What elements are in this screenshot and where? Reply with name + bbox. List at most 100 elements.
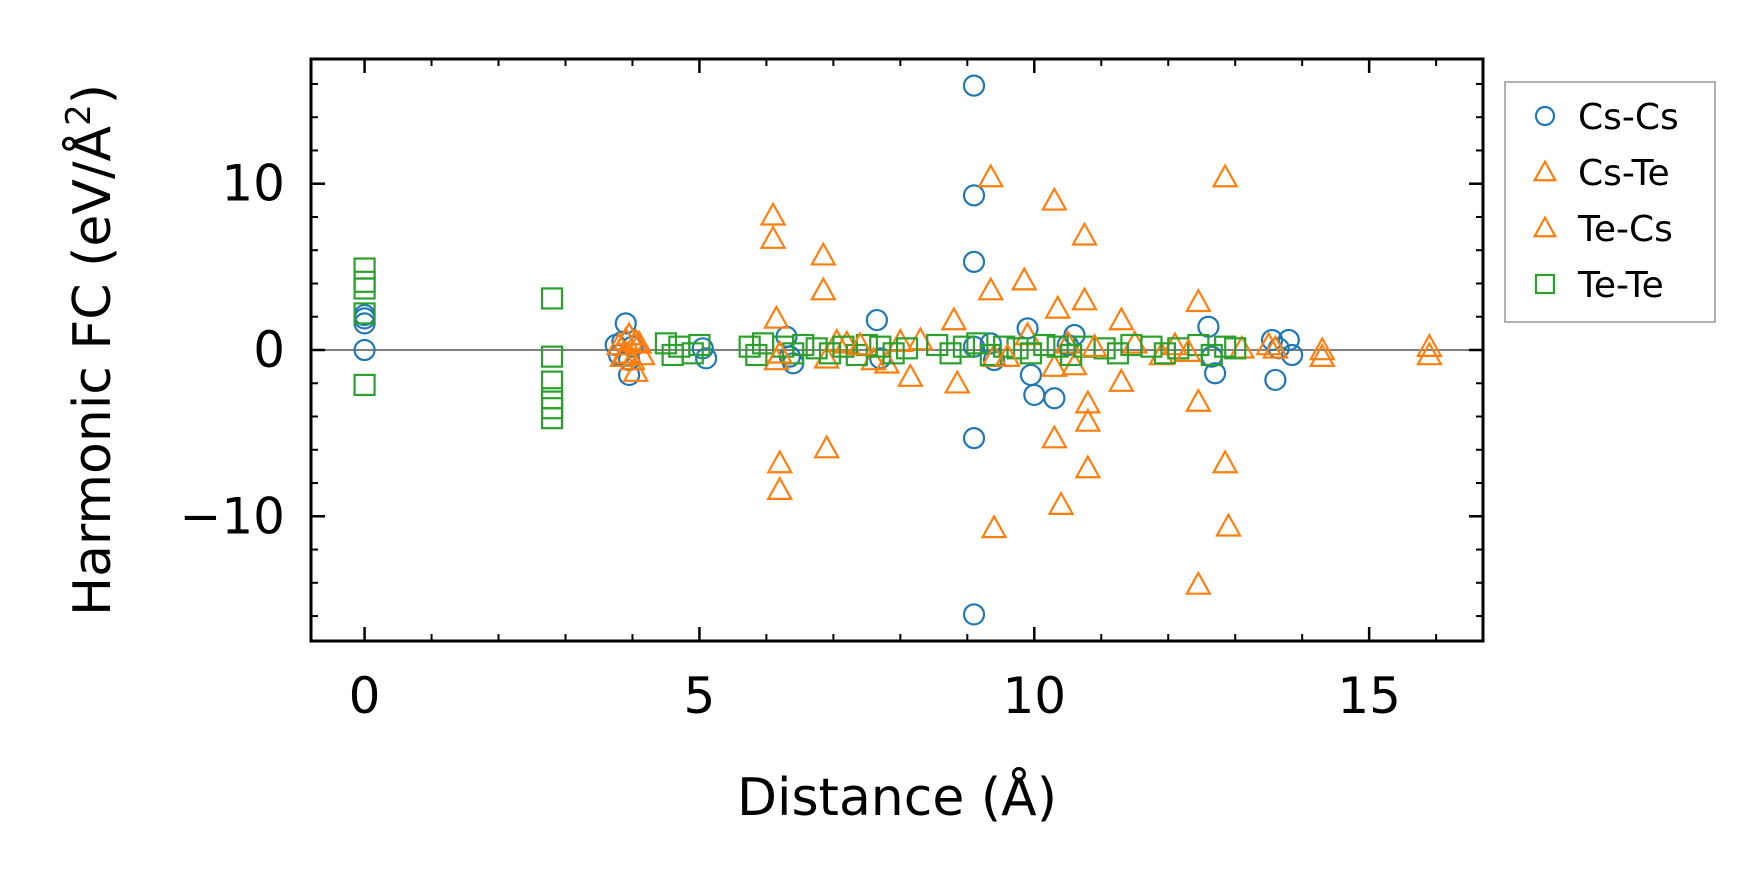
legend-marker-cs-te <box>1532 159 1558 182</box>
legend: Cs-Cs Cs-Te Te-Cs Te-Te <box>1504 81 1716 323</box>
te-te-point <box>1046 335 1069 358</box>
cs-te-point <box>1044 294 1072 319</box>
cs-te-point <box>625 329 653 354</box>
te-te-point <box>952 335 976 358</box>
data-points-layer <box>353 74 1443 626</box>
te-cs-point <box>846 331 874 356</box>
y-tick-label: −10 <box>179 487 285 545</box>
te-te-point <box>540 407 564 430</box>
te-te-point <box>1200 343 1223 367</box>
x-tick-label: 0 <box>349 667 381 725</box>
cs-cs-point <box>1023 383 1046 406</box>
cs-te-point <box>766 449 794 474</box>
y-tick-label: 0 <box>253 321 285 379</box>
te-cs-point <box>994 342 1021 367</box>
cs-te-point <box>977 163 1005 188</box>
te-te-point <box>926 333 949 357</box>
te-te-point <box>681 342 704 365</box>
cs-cs-point <box>962 74 986 97</box>
cs-te-point <box>1308 342 1336 367</box>
cs-te-point <box>813 434 841 459</box>
cs-cs-point <box>962 427 986 450</box>
cs-te-point <box>897 362 924 387</box>
te-te-point <box>1060 343 1083 367</box>
legend-label-cs-cs: Cs-Cs <box>1578 97 1679 138</box>
te-te-point <box>1006 337 1029 360</box>
cs-te-point <box>873 349 901 374</box>
cs-te-point <box>1071 286 1098 311</box>
cs-cs-point <box>1019 363 1043 387</box>
y-tick-label: 10 <box>221 155 285 213</box>
te-cs-point <box>1174 337 1202 362</box>
cs-te-point <box>809 241 837 266</box>
cs-te-point <box>1228 334 1256 359</box>
te-te-point <box>688 333 711 357</box>
cs-cs-point <box>1277 328 1300 352</box>
te-te-point <box>895 337 919 360</box>
cs-te-point <box>940 306 968 331</box>
cs-te-point <box>1074 389 1102 414</box>
te-te-point <box>818 342 842 365</box>
legend-label-cs-te: Cs-Te <box>1578 153 1670 194</box>
cs-te-point <box>759 224 787 249</box>
te-te-point <box>353 302 376 325</box>
y-axis-label: Harmonic FC (eV/Å2) <box>59 84 123 616</box>
te-te-point <box>353 270 376 293</box>
te-te-point <box>1093 337 1116 360</box>
legend-marker-te-te <box>1534 273 1556 295</box>
cs-te-point <box>977 276 1005 301</box>
te-te-point <box>540 370 564 393</box>
cs-te-point <box>1185 387 1212 412</box>
te-te-point <box>1106 342 1130 365</box>
cs-cs-point <box>614 312 637 335</box>
te-te-point <box>805 337 828 360</box>
cs-te-point <box>1215 512 1242 537</box>
cs-te-point <box>1107 367 1135 392</box>
cs-te-point <box>1041 186 1068 211</box>
cs-cs-point <box>1281 343 1304 367</box>
te-te-point <box>939 342 962 365</box>
te-te-point <box>661 343 684 367</box>
cs-te-point <box>943 369 971 394</box>
te-te-point <box>745 343 768 367</box>
te-cs-point <box>1081 332 1108 357</box>
cs-te-point <box>763 304 790 329</box>
cs-te-point <box>1074 454 1102 479</box>
te-te-point <box>540 287 564 310</box>
cs-te-point <box>1185 288 1212 313</box>
cs-te-point <box>1185 570 1212 595</box>
cs-cs-point <box>353 338 376 362</box>
te-te-point <box>738 335 761 358</box>
te-te-point <box>1019 342 1043 365</box>
cs-te-point <box>759 201 787 226</box>
te-te-point <box>1224 337 1247 360</box>
cs-te-point <box>809 276 837 301</box>
x-axis-label: Distance (Å) <box>737 766 1057 828</box>
cs-te-point <box>1010 266 1038 291</box>
cs-te-point <box>1255 331 1283 356</box>
cs-te-point <box>1074 407 1102 432</box>
te-te-point <box>869 335 892 358</box>
te-cs-point <box>612 339 640 364</box>
cs-cs-point <box>865 308 889 332</box>
legend-marker-cs-cs <box>1534 105 1556 127</box>
te-te-point <box>1153 342 1176 365</box>
cs-cs-point <box>1264 368 1287 392</box>
te-cs-point <box>1262 334 1289 359</box>
legend-label-te-te: Te-Te <box>1577 265 1664 306</box>
cs-cs-point <box>1204 362 1227 385</box>
cs-te-point <box>886 327 914 352</box>
cs-cs-point <box>1197 315 1220 338</box>
cs-te-point <box>766 475 794 500</box>
te-te-point <box>966 332 989 355</box>
cs-cs-point <box>962 250 986 273</box>
y-axis-label-main: Harmonic FC (eV/Å <box>61 125 123 616</box>
cs-te-point <box>1047 490 1075 515</box>
cs-te-point <box>1211 163 1239 188</box>
cs-te-point <box>629 341 656 366</box>
te-te-point <box>540 345 564 368</box>
te-cs-point <box>766 339 794 364</box>
te-te-point <box>353 277 376 300</box>
cs-te-point <box>1041 424 1068 449</box>
